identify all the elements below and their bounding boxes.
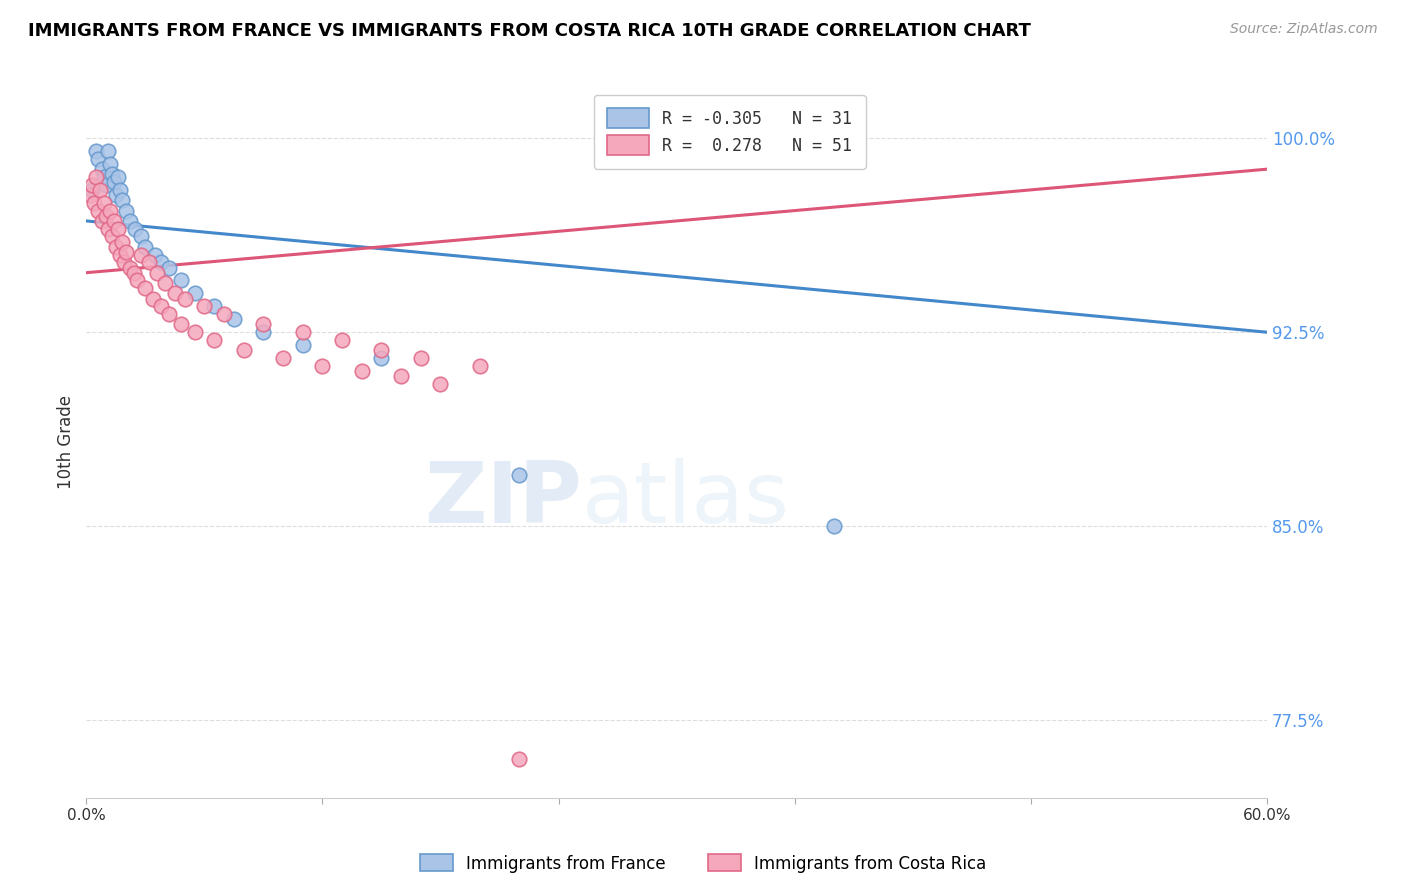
- Point: [409, 351, 432, 365]
- Point: [97, 144, 120, 158]
- Point: [291, 325, 314, 339]
- Point: [202, 333, 225, 347]
- Point: [118, 214, 141, 228]
- Point: [91, 214, 114, 228]
- Point: [170, 273, 193, 287]
- Point: [150, 299, 173, 313]
- Point: [212, 307, 235, 321]
- Point: [84, 144, 107, 158]
- Point: [508, 752, 530, 766]
- Point: [823, 519, 845, 533]
- Text: IMMIGRANTS FROM FRANCE VS IMMIGRANTS FROM COSTA RICA 10TH GRADE CORRELATION CHAR: IMMIGRANTS FROM FRANCE VS IMMIGRANTS FRO…: [28, 22, 1031, 40]
- Point: [84, 169, 107, 184]
- Point: [350, 364, 373, 378]
- Point: [508, 467, 530, 482]
- Point: [98, 203, 121, 218]
- Point: [103, 175, 125, 189]
- Point: [94, 209, 117, 223]
- Point: [157, 260, 180, 275]
- Point: [193, 299, 215, 313]
- Point: [124, 221, 146, 235]
- Point: [89, 183, 111, 197]
- Point: [114, 245, 136, 260]
- Point: [93, 195, 115, 210]
- Text: atlas: atlas: [582, 458, 790, 541]
- Point: [103, 214, 125, 228]
- Point: [311, 359, 333, 373]
- Point: [118, 260, 141, 275]
- Point: [138, 255, 160, 269]
- Point: [429, 376, 451, 391]
- Point: [468, 359, 491, 373]
- Point: [131, 247, 153, 261]
- Point: [146, 266, 169, 280]
- Point: [143, 247, 166, 261]
- Point: [108, 247, 131, 261]
- Y-axis label: 10th Grade: 10th Grade: [58, 395, 75, 489]
- Point: [370, 351, 392, 365]
- Point: [222, 312, 245, 326]
- Point: [134, 240, 156, 254]
- Text: Source: ZipAtlas.com: Source: ZipAtlas.com: [1230, 22, 1378, 37]
- Point: [330, 333, 353, 347]
- Point: [91, 162, 114, 177]
- Point: [232, 343, 254, 358]
- Point: [101, 229, 124, 244]
- Point: [93, 169, 115, 184]
- Point: [157, 307, 180, 321]
- Point: [153, 276, 176, 290]
- Point: [183, 286, 205, 301]
- Point: [163, 286, 186, 301]
- Point: [82, 183, 104, 197]
- Point: [183, 325, 205, 339]
- Point: [107, 221, 129, 235]
- Point: [111, 193, 134, 207]
- Point: [97, 221, 120, 235]
- Point: [150, 255, 173, 269]
- Point: [111, 235, 134, 249]
- Point: [83, 195, 105, 210]
- Point: [370, 343, 392, 358]
- Point: [87, 152, 110, 166]
- Point: [170, 318, 193, 332]
- Point: [173, 292, 195, 306]
- Point: [271, 351, 294, 365]
- Point: [252, 325, 274, 339]
- Point: [291, 338, 314, 352]
- Legend: Immigrants from France, Immigrants from Costa Rica: Immigrants from France, Immigrants from …: [413, 847, 993, 880]
- Point: [202, 299, 225, 313]
- Point: [252, 318, 274, 332]
- Point: [82, 178, 104, 192]
- Point: [87, 203, 110, 218]
- Point: [131, 229, 153, 244]
- Text: ZIP: ZIP: [425, 458, 582, 541]
- Point: [389, 369, 412, 384]
- Point: [98, 157, 121, 171]
- Point: [112, 255, 135, 269]
- Point: [122, 266, 145, 280]
- Point: [94, 178, 117, 192]
- Point: [127, 273, 149, 287]
- Point: [101, 167, 124, 181]
- Point: [79, 188, 101, 202]
- Point: [114, 203, 136, 218]
- Point: [134, 281, 156, 295]
- Point: [107, 169, 129, 184]
- Point: [104, 188, 127, 202]
- Point: [108, 183, 131, 197]
- Legend: R = -0.305   N = 31, R =  0.278   N = 51: R = -0.305 N = 31, R = 0.278 N = 51: [593, 95, 866, 169]
- Point: [104, 240, 127, 254]
- Point: [142, 292, 165, 306]
